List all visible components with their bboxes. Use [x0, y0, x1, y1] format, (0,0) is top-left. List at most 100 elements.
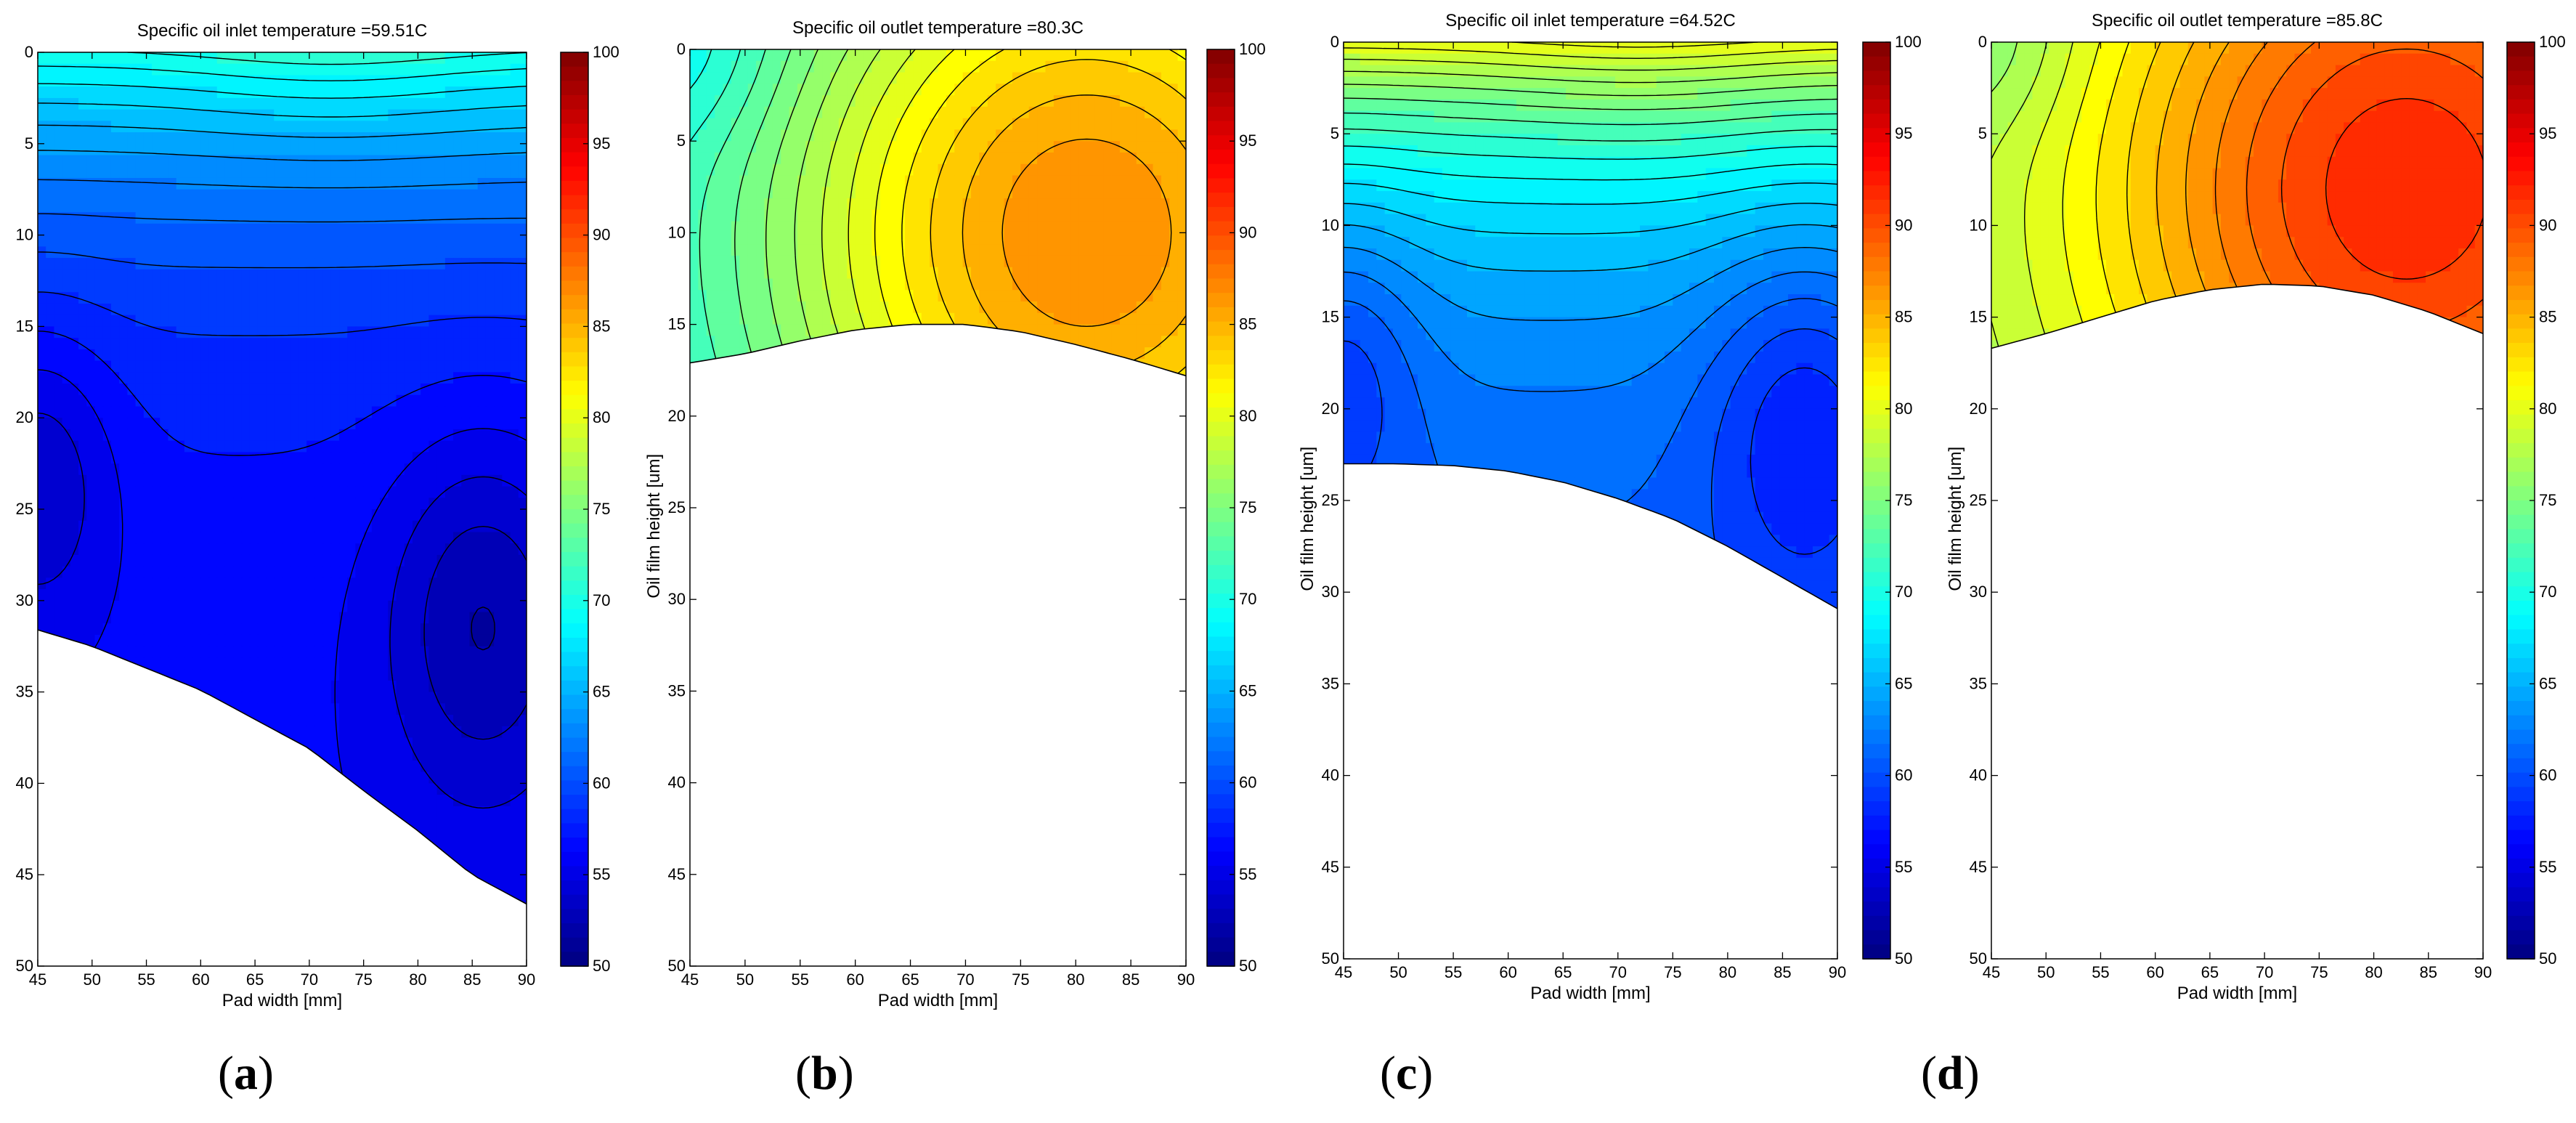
- colorbar-step: [2507, 328, 2535, 344]
- colorbar-step: [561, 52, 588, 68]
- colorbar-step: [561, 480, 588, 496]
- chart-panel-d: 45 50 55 60 65 70 75 80 85 9005101520253035404550…: [1946, 11, 2566, 1003]
- colorbar-step: [2507, 543, 2535, 559]
- colorbar-tick-label: 80: [2539, 400, 2556, 418]
- colorbar-step: [1863, 701, 1890, 716]
- colorbar-step: [2507, 429, 2535, 444]
- colorbar-step: [1863, 113, 1890, 129]
- colorbar-step: [561, 123, 588, 139]
- colorbar-step: [2507, 844, 2535, 859]
- colorbar-step: [1863, 787, 1890, 802]
- colorbar-step: [2507, 944, 2535, 960]
- colorbar-step: [1863, 99, 1890, 115]
- y-tick-label: 45: [16, 865, 33, 883]
- colorbar-tick-label: 60: [1239, 774, 1256, 792]
- colorbar-step: [1207, 636, 1235, 652]
- colorbar-step: [1863, 715, 1890, 731]
- colorbar-step: [1207, 479, 1235, 495]
- colorbar-step: [2507, 858, 2535, 874]
- x-tick-label: 65: [901, 970, 919, 989]
- colorbar-tick-label: 65: [1239, 681, 1256, 700]
- colorbar-step: [2507, 70, 2535, 86]
- colorbar-step: [1207, 221, 1235, 237]
- colorbar-step: [1207, 293, 1235, 308]
- colorbar: 50 55 60 65 70 75 80 85 90 95 100: [2506, 33, 2566, 968]
- colorbar-step: [1207, 837, 1235, 853]
- colorbar-step: [2507, 243, 2535, 258]
- colorbar-step: [1207, 808, 1235, 824]
- colorbar-step: [561, 566, 588, 582]
- y-tick-label: 40: [16, 774, 33, 792]
- colorbar-step: [561, 309, 588, 325]
- y-tick-label: 40: [1322, 766, 1339, 785]
- colorbar-step: [1207, 307, 1235, 323]
- colorbar-step: [561, 166, 588, 182]
- x-tick-label: 70: [2256, 963, 2273, 981]
- x-tick-label: 80: [1067, 970, 1084, 989]
- colorbar-step: [2507, 457, 2535, 473]
- colorbar-step: [1863, 657, 1890, 673]
- colorbar-step: [2507, 615, 2535, 631]
- temperature-field: [1991, 42, 2483, 349]
- colorbar-step: [2507, 185, 2535, 200]
- colorbar-step: [1207, 608, 1235, 623]
- x-tick-label: 55: [792, 970, 809, 989]
- colorbar-step: [561, 495, 588, 510]
- colorbar-step: [561, 523, 588, 539]
- colorbar-step: [2507, 729, 2535, 745]
- colorbar-step: [1207, 593, 1235, 609]
- colorbar-step: [1207, 937, 1235, 953]
- y-tick-label: 20: [16, 408, 33, 426]
- y-tick-label: 10: [1970, 216, 1987, 234]
- colorbar-step: [2507, 758, 2535, 774]
- y-tick-label: 30: [1970, 583, 1987, 601]
- colorbar-tick-label: 70: [1239, 590, 1256, 608]
- colorbar-step: [1207, 779, 1235, 795]
- colorbar-tick-label: 100: [593, 43, 619, 61]
- colorbar-step: [2507, 285, 2535, 301]
- colorbar-tick-label: 60: [1895, 766, 1912, 785]
- colorbar-step: [1863, 443, 1890, 458]
- colorbar-step: [1207, 264, 1235, 280]
- colorbar-step: [2507, 557, 2535, 573]
- film-boundary-line: [37, 629, 527, 905]
- colorbar-step: [1207, 665, 1235, 681]
- y-tick-label: 50: [16, 957, 33, 975]
- colorbar-step: [561, 466, 588, 482]
- colorbar-tick-label: 70: [593, 591, 610, 609]
- panel-label-c: (c): [1380, 1047, 1434, 1100]
- colorbar-step: [561, 280, 588, 296]
- colorbar-step: [2507, 672, 2535, 688]
- colorbar-step: [561, 338, 588, 353]
- colorbar-step: [2507, 42, 2535, 57]
- colorbar-step: [1863, 328, 1890, 344]
- x-tick-label: 90: [2474, 963, 2492, 981]
- colorbar-step: [1863, 185, 1890, 200]
- colorbar-step: [1863, 156, 1890, 172]
- y-tick-label: 10: [668, 223, 686, 241]
- colorbar-step: [1207, 436, 1235, 451]
- colorbar-step: [2507, 400, 2535, 415]
- y-tick-label: 20: [1970, 400, 1987, 418]
- colorbar-tick-label: 85: [2539, 308, 2556, 326]
- colorbar-step: [1207, 206, 1235, 222]
- colorbar-step: [561, 409, 588, 424]
- x-tick-label: 85: [1122, 970, 1139, 989]
- colorbar-step: [2507, 128, 2535, 143]
- colorbar-step: [561, 766, 588, 782]
- colorbar-step: [1207, 579, 1235, 595]
- colorbar-step: [2507, 772, 2535, 788]
- colorbar-step: [2507, 629, 2535, 644]
- colorbar-step: [1863, 343, 1890, 358]
- colorbar-step: [1207, 679, 1235, 695]
- colorbar-tick-label: 95: [1239, 131, 1256, 150]
- x-tick-label: 50: [736, 970, 754, 989]
- colorbar-step: [561, 452, 588, 467]
- x-axis-label: Pad width [mm]: [2177, 984, 2297, 1003]
- colorbar: 50 55 60 65 70 75 80 85 90 95 100: [560, 43, 619, 975]
- colorbar-step: [1207, 378, 1235, 394]
- colorbar-step: [561, 437, 588, 453]
- colorbar-step: [561, 66, 588, 82]
- colorbar-step: [2507, 56, 2535, 72]
